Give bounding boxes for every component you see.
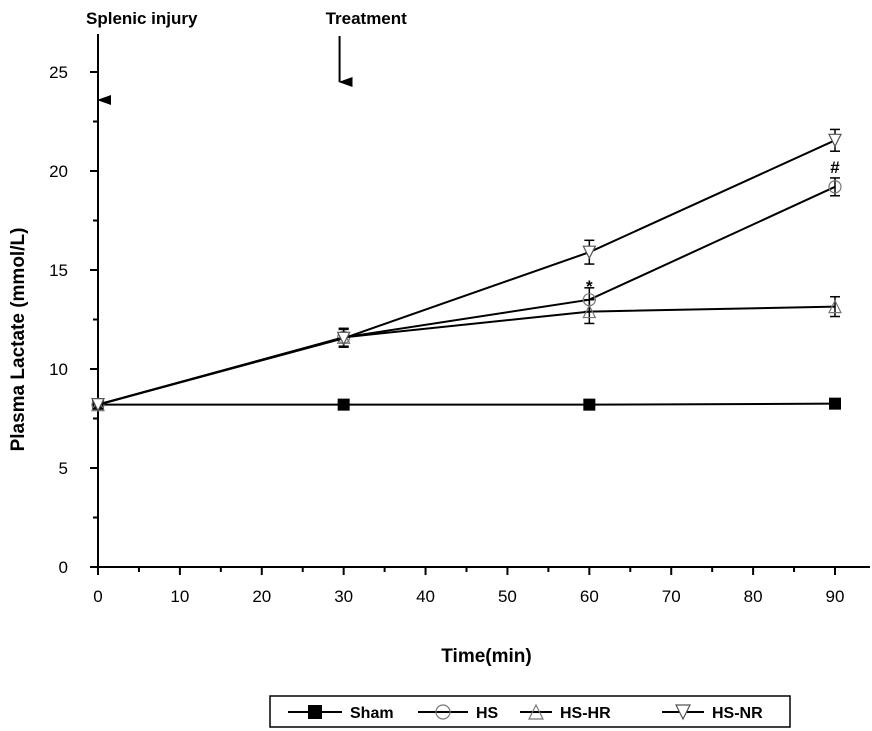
data-point — [829, 397, 841, 410]
data-point — [336, 331, 351, 346]
legend-marker — [435, 704, 451, 720]
x-tick-label: 50 — [498, 587, 517, 606]
x-tick-label: 10 — [170, 587, 189, 606]
legend-entry-hs: HS — [418, 704, 499, 722]
y-tick-label: 10 — [49, 360, 68, 379]
y-tick-label: 0 — [59, 558, 68, 577]
data-point — [582, 245, 597, 260]
legend-label: HS — [476, 705, 499, 722]
x-tick-label: 70 — [662, 587, 681, 606]
annotation-label: Splenic injury — [86, 9, 198, 28]
significance-marker: * — [586, 277, 593, 296]
series-line — [98, 402, 836, 406]
legend-label: Sham — [350, 705, 394, 722]
annotation-label: Treatment — [326, 9, 408, 28]
data-point — [337, 398, 350, 411]
legend-entry-hs-nr: HS-NR — [662, 704, 763, 722]
y-tick-label: 15 — [49, 261, 68, 280]
legend-label: HS-HR — [560, 705, 611, 722]
y-axis-ticks: 0 5 10 15 20 25 — [49, 63, 98, 577]
legend-entry-hs-hr: HS-HR — [520, 703, 611, 722]
legend-marker — [528, 703, 544, 720]
axes — [97, 34, 870, 568]
series-hs-hr — [91, 295, 842, 412]
data-point — [828, 180, 842, 194]
legend: Sham HS HS-HR HS-NR — [269, 695, 791, 728]
significance-marker: # — [830, 158, 840, 177]
series-sham — [92, 397, 841, 411]
x-tick-label: 60 — [580, 587, 599, 606]
series-line — [97, 139, 836, 406]
data-point — [583, 398, 596, 411]
series-group — [91, 128, 842, 412]
annotations: Splenic injury Treatment * # — [86, 9, 840, 296]
series-line — [97, 305, 836, 406]
x-tick-label: 20 — [252, 587, 271, 606]
legend-marker — [675, 704, 691, 721]
legend-entry-sham: Sham — [288, 705, 394, 722]
y-tick-label: 20 — [49, 162, 68, 181]
x-axis-ticks: 0 10 20 30 40 50 60 70 80 90 — [93, 567, 844, 606]
x-tick-label: 90 — [826, 587, 845, 606]
legend-marker — [308, 705, 322, 719]
data-point — [828, 133, 842, 148]
x-tick-label: 40 — [416, 587, 435, 606]
data-point — [582, 304, 597, 319]
legend-label: HS-NR — [712, 705, 763, 722]
x-tick-label: 30 — [334, 587, 353, 606]
x-tick-label: 80 — [744, 587, 763, 606]
x-tick-label: 0 — [93, 587, 102, 606]
y-tick-label: 5 — [59, 459, 68, 478]
x-axis-title: Time(min) — [441, 646, 531, 667]
y-tick-label: 25 — [49, 63, 68, 82]
y-axis-title: Plasma Lactate (mmol/L) — [8, 228, 29, 452]
data-point — [828, 299, 842, 314]
data-point — [91, 398, 105, 412]
series-hs-nr — [91, 128, 842, 412]
